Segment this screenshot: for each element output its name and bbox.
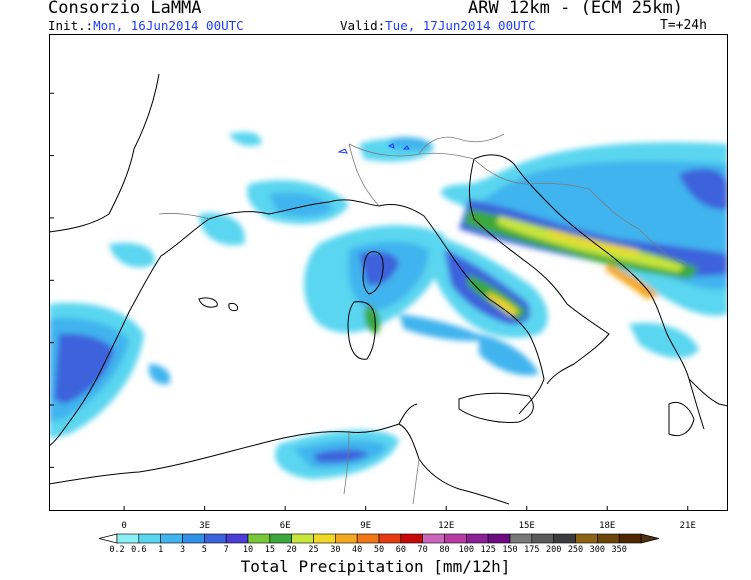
colorbar-tick-label: 7 xyxy=(224,545,229,555)
colorbar-tick-label: 15 xyxy=(265,545,275,555)
colorbar-box xyxy=(160,533,183,544)
colorbar-box xyxy=(116,533,140,544)
latitude-ticks: 48N46N44N42N40N38N36N xyxy=(49,92,54,468)
colorbar: 0.2 0.6 1 3 5 7 10 15 20 25 30 40 50 60 70 80 100 125 150 1… xyxy=(98,521,696,555)
lakes xyxy=(337,143,410,154)
init-time: Init.:Mon, 16Jun2014 00UTC xyxy=(48,18,244,33)
lon-label: 3E xyxy=(199,521,210,531)
colorbar-tick-label: 0.6 xyxy=(131,545,146,555)
colorbar-tick-label: 0.2 xyxy=(109,545,124,555)
colorbar-box xyxy=(400,533,423,544)
lon-label: 15E xyxy=(519,521,535,531)
colorbar-box xyxy=(204,533,227,544)
colorbar-box xyxy=(553,533,576,544)
lon-label: 6E xyxy=(280,521,291,531)
colorbar-tick-label: 125 xyxy=(480,545,495,555)
colorbar-box xyxy=(225,533,249,544)
lon-label: 0 xyxy=(121,521,126,531)
colorbar-box xyxy=(247,533,271,544)
colorbar-tick-label: 40 xyxy=(352,545,362,555)
colorbar-tick-label: 50 xyxy=(374,545,384,555)
colorbar-tick-label: 10 xyxy=(243,545,253,555)
colorbar-box xyxy=(575,533,598,544)
lead-time: T=+24h xyxy=(660,18,707,33)
longitude-ticks xyxy=(123,506,689,511)
colorbar-box xyxy=(138,533,161,544)
colorbar-tick-label: 3 xyxy=(180,545,185,555)
colorbar-box xyxy=(597,533,620,544)
colorbar-box xyxy=(269,533,292,544)
lon-label: 21E xyxy=(680,521,696,531)
colorbar-box xyxy=(509,533,533,544)
colorbar-box xyxy=(466,533,489,544)
colorbar-boxes xyxy=(98,533,660,544)
colorbar-box xyxy=(378,533,402,544)
colorbar-tick-label: 25 xyxy=(308,545,318,555)
colorbar-tick-label: 70 xyxy=(418,545,428,555)
map-frame xyxy=(49,34,728,511)
precipitation-map: 48N46N44N42N40N38N36N xyxy=(49,34,728,511)
colorbar-tick-label: 250 xyxy=(568,545,583,555)
lon-labels: 0 3E 6E 9E 12E 15E 18E 21E xyxy=(121,521,695,531)
colorbar-tick-label: 5 xyxy=(202,545,207,555)
valid-value: Tue, 17Jun2014 00UTC xyxy=(385,18,536,33)
init-label: Init.: xyxy=(48,18,94,33)
valid-time: Valid:Tue, 17Jun2014 00UTC xyxy=(340,18,536,33)
colorbar-box xyxy=(531,533,554,544)
colorbar-tick-label: 150 xyxy=(502,545,517,555)
colorbar-tick-label: 60 xyxy=(396,545,406,555)
colorbar-labels: 0.2 0.6 1 3 5 7 10 15 20 25 30 40 50 60 70 80 100 125 150 1… xyxy=(109,545,627,555)
colorbar-tick-label: 30 xyxy=(330,545,340,555)
map-title: Consorzio LaMMA xyxy=(48,0,202,18)
colorbar-box xyxy=(291,533,314,544)
colorbar-box xyxy=(444,533,467,544)
colorbar-box xyxy=(356,533,380,544)
colorbar-tick-label: 300 xyxy=(590,545,605,555)
colorbar-box xyxy=(487,533,511,544)
colorbar-tick-label: 350 xyxy=(611,545,626,555)
init-value: Mon, 16Jun2014 00UTC xyxy=(93,18,244,33)
colorbar-tick-label: 1 xyxy=(158,545,163,555)
colorbar-under-arrow xyxy=(98,533,118,544)
colorbar-tick-label: 175 xyxy=(524,545,539,555)
colorbar-title: Total Precipitation [mm/12h] xyxy=(240,557,511,576)
borders xyxy=(158,133,690,505)
colorbar-box xyxy=(422,533,445,544)
model-info: ARW 12km - (ECM 25km) xyxy=(468,0,683,18)
colorbar-over-arrow xyxy=(640,533,660,544)
valid-label: Valid: xyxy=(340,18,386,33)
colorbar-box xyxy=(182,533,205,544)
lon-label: 18E xyxy=(599,521,615,531)
coastlines xyxy=(49,73,728,505)
colorbar-tick-label: 20 xyxy=(287,545,297,555)
colorbar-box xyxy=(618,533,642,544)
precipitation-field xyxy=(49,132,728,479)
colorbar-tick-label: 80 xyxy=(439,545,449,555)
colorbar-tick-label: 200 xyxy=(546,545,561,555)
colorbar-box xyxy=(335,533,358,544)
lon-label: 12E xyxy=(438,521,454,531)
colorbar-box xyxy=(313,533,336,544)
lon-label: 9E xyxy=(360,521,371,531)
colorbar-tick-label: 100 xyxy=(459,545,474,555)
